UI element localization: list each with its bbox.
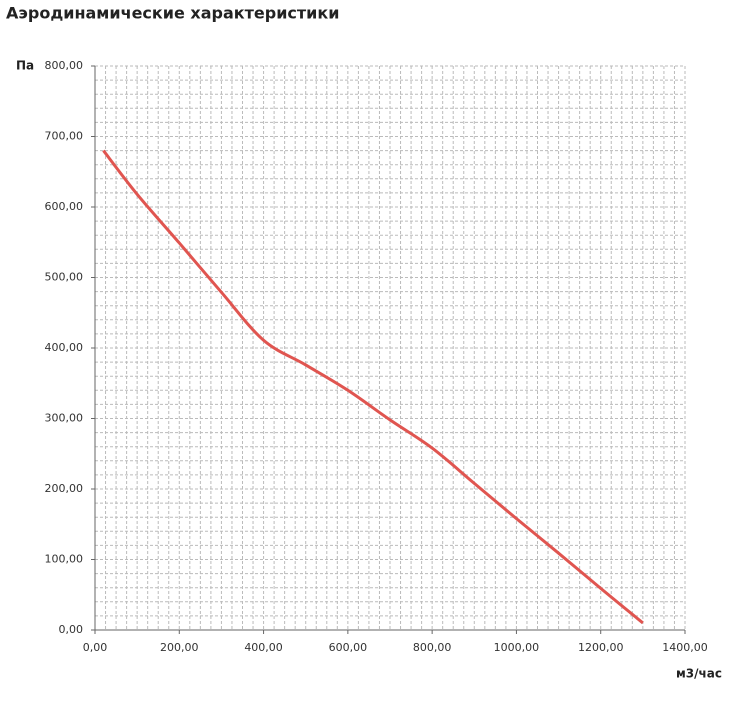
y-tick-label: 100,00 [45,553,84,566]
y-tick-label: 700,00 [45,130,84,143]
x-tick-label: 0,00 [83,641,108,654]
x-tick-label: 1400,00 [662,641,708,654]
x-tick-label: 1200,00 [578,641,624,654]
x-axis-label: м3/час [676,667,722,681]
y-axis-label: Па [16,59,34,73]
y-tick-label: 600,00 [45,200,84,213]
y-tick-label: 0,00 [59,623,84,636]
x-tick-label: 600,00 [329,641,368,654]
y-tick-label: 500,00 [45,271,84,284]
line [102,149,644,625]
x-tick-label: 400,00 [244,641,283,654]
x-tick-label: 800,00 [413,641,452,654]
y-tick-label: 200,00 [45,482,84,495]
y-tick-label: 300,00 [45,412,84,425]
chart-title: Аэродинамические характеристики [6,4,339,23]
x-tick-label: 1000,00 [494,641,540,654]
y-tick-label: 800,00 [45,59,84,72]
x-tick-label: 200,00 [160,641,199,654]
y-tick-label: 400,00 [45,341,84,354]
